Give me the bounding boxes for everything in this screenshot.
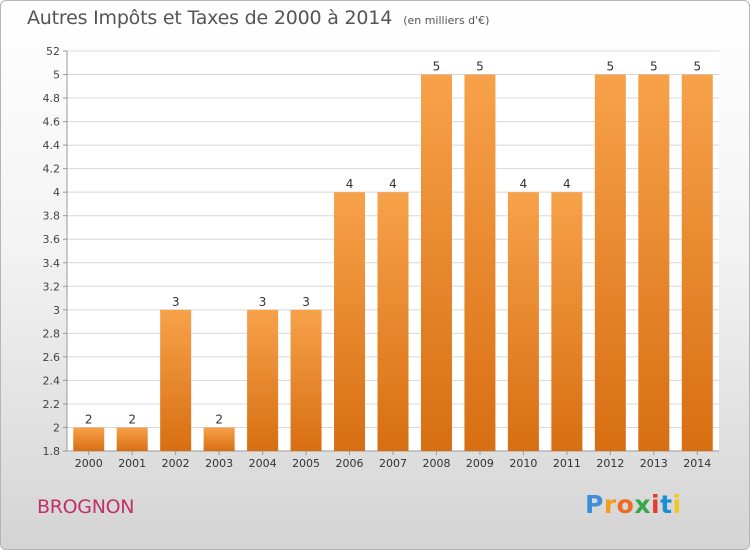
y-tick-label: 4	[53, 186, 60, 199]
x-tick-label: 2001	[118, 457, 146, 470]
x-tick-label: 2010	[509, 457, 537, 470]
data-label: 3	[259, 295, 267, 309]
x-tick-label: 2003	[205, 457, 233, 470]
proxiti-logo: Proxiti	[585, 490, 682, 519]
x-tick-label: 2014	[683, 457, 711, 470]
data-label: 4	[520, 177, 528, 191]
y-tick-label: 4.4	[43, 139, 61, 152]
x-tick-label: 2005	[292, 457, 320, 470]
y-tick-label: 4.2	[43, 163, 61, 176]
chart-title-row: Autres Impôts et Taxes de 2000 à 2014 (e…	[27, 7, 489, 29]
y-tick-label: 2	[53, 421, 60, 434]
data-label: 2	[85, 412, 93, 426]
x-tick-label: 2008	[422, 457, 450, 470]
y-tick-label: 3.6	[43, 233, 61, 246]
data-label: 5	[476, 60, 484, 74]
chart-unit: (en milliers d'€)	[403, 14, 490, 27]
y-tick-label: 3	[53, 304, 60, 317]
y-tick-label: 4.6	[43, 116, 61, 129]
bar	[203, 427, 235, 451]
x-tick-label: 2011	[553, 457, 581, 470]
bar	[334, 192, 366, 452]
y-tick-label: 3.4	[43, 257, 61, 270]
x-tick-label: 2007	[379, 457, 407, 470]
data-label: 4	[389, 177, 397, 191]
data-label: 5	[607, 60, 615, 74]
data-label: 3	[172, 295, 180, 309]
logo-letter: i	[651, 490, 661, 519]
logo-letter: r	[603, 490, 617, 519]
y-tick-label: 2.8	[43, 327, 61, 340]
bar	[594, 74, 626, 451]
logo-letter: i	[672, 490, 682, 519]
bar	[290, 309, 322, 451]
bar	[247, 309, 279, 451]
data-label: 2	[128, 412, 136, 426]
bar	[638, 74, 670, 451]
data-label: 5	[650, 60, 658, 74]
logo-letter: x	[634, 490, 651, 519]
bar	[377, 192, 409, 452]
data-label: 4	[346, 177, 354, 191]
bar	[116, 427, 148, 451]
bar	[507, 192, 539, 452]
y-tick-label: 2.4	[43, 374, 61, 387]
y-tick-label: 2.6	[43, 351, 61, 364]
logo-letter: P	[585, 490, 604, 519]
data-label: 4	[563, 177, 571, 191]
y-tick-label: 1.8	[43, 445, 61, 458]
logo-letter: o	[616, 490, 635, 519]
x-tick-label: 2012	[596, 457, 624, 470]
bar	[551, 192, 583, 452]
chart-title: Autres Impôts et Taxes de 2000 à 2014	[27, 7, 393, 29]
x-tick-label: 2000	[75, 457, 103, 470]
data-label: 5	[693, 60, 701, 74]
bar	[73, 427, 105, 451]
y-tick-label: 2.2	[43, 398, 61, 411]
y-tick-label: 5	[53, 69, 60, 82]
x-tick-label: 2002	[162, 457, 190, 470]
bar	[681, 74, 713, 451]
bar	[160, 309, 192, 451]
x-tick-label: 2004	[249, 457, 277, 470]
y-tick-label: 3.2	[43, 280, 61, 293]
commune-name: BROGNON	[37, 496, 135, 518]
data-label: 2	[215, 412, 223, 426]
data-label: 5	[433, 60, 441, 74]
y-tick-label: 3.8	[43, 210, 61, 223]
data-label: 3	[302, 295, 310, 309]
x-tick-label: 2006	[336, 457, 364, 470]
x-tick-label: 2009	[466, 457, 494, 470]
y-tick-label: 52	[46, 45, 60, 58]
bar	[464, 74, 496, 451]
y-tick-label: 4.8	[43, 92, 61, 105]
bar	[420, 74, 452, 451]
logo-letter: t	[660, 490, 673, 519]
x-tick-label: 2013	[640, 457, 668, 470]
